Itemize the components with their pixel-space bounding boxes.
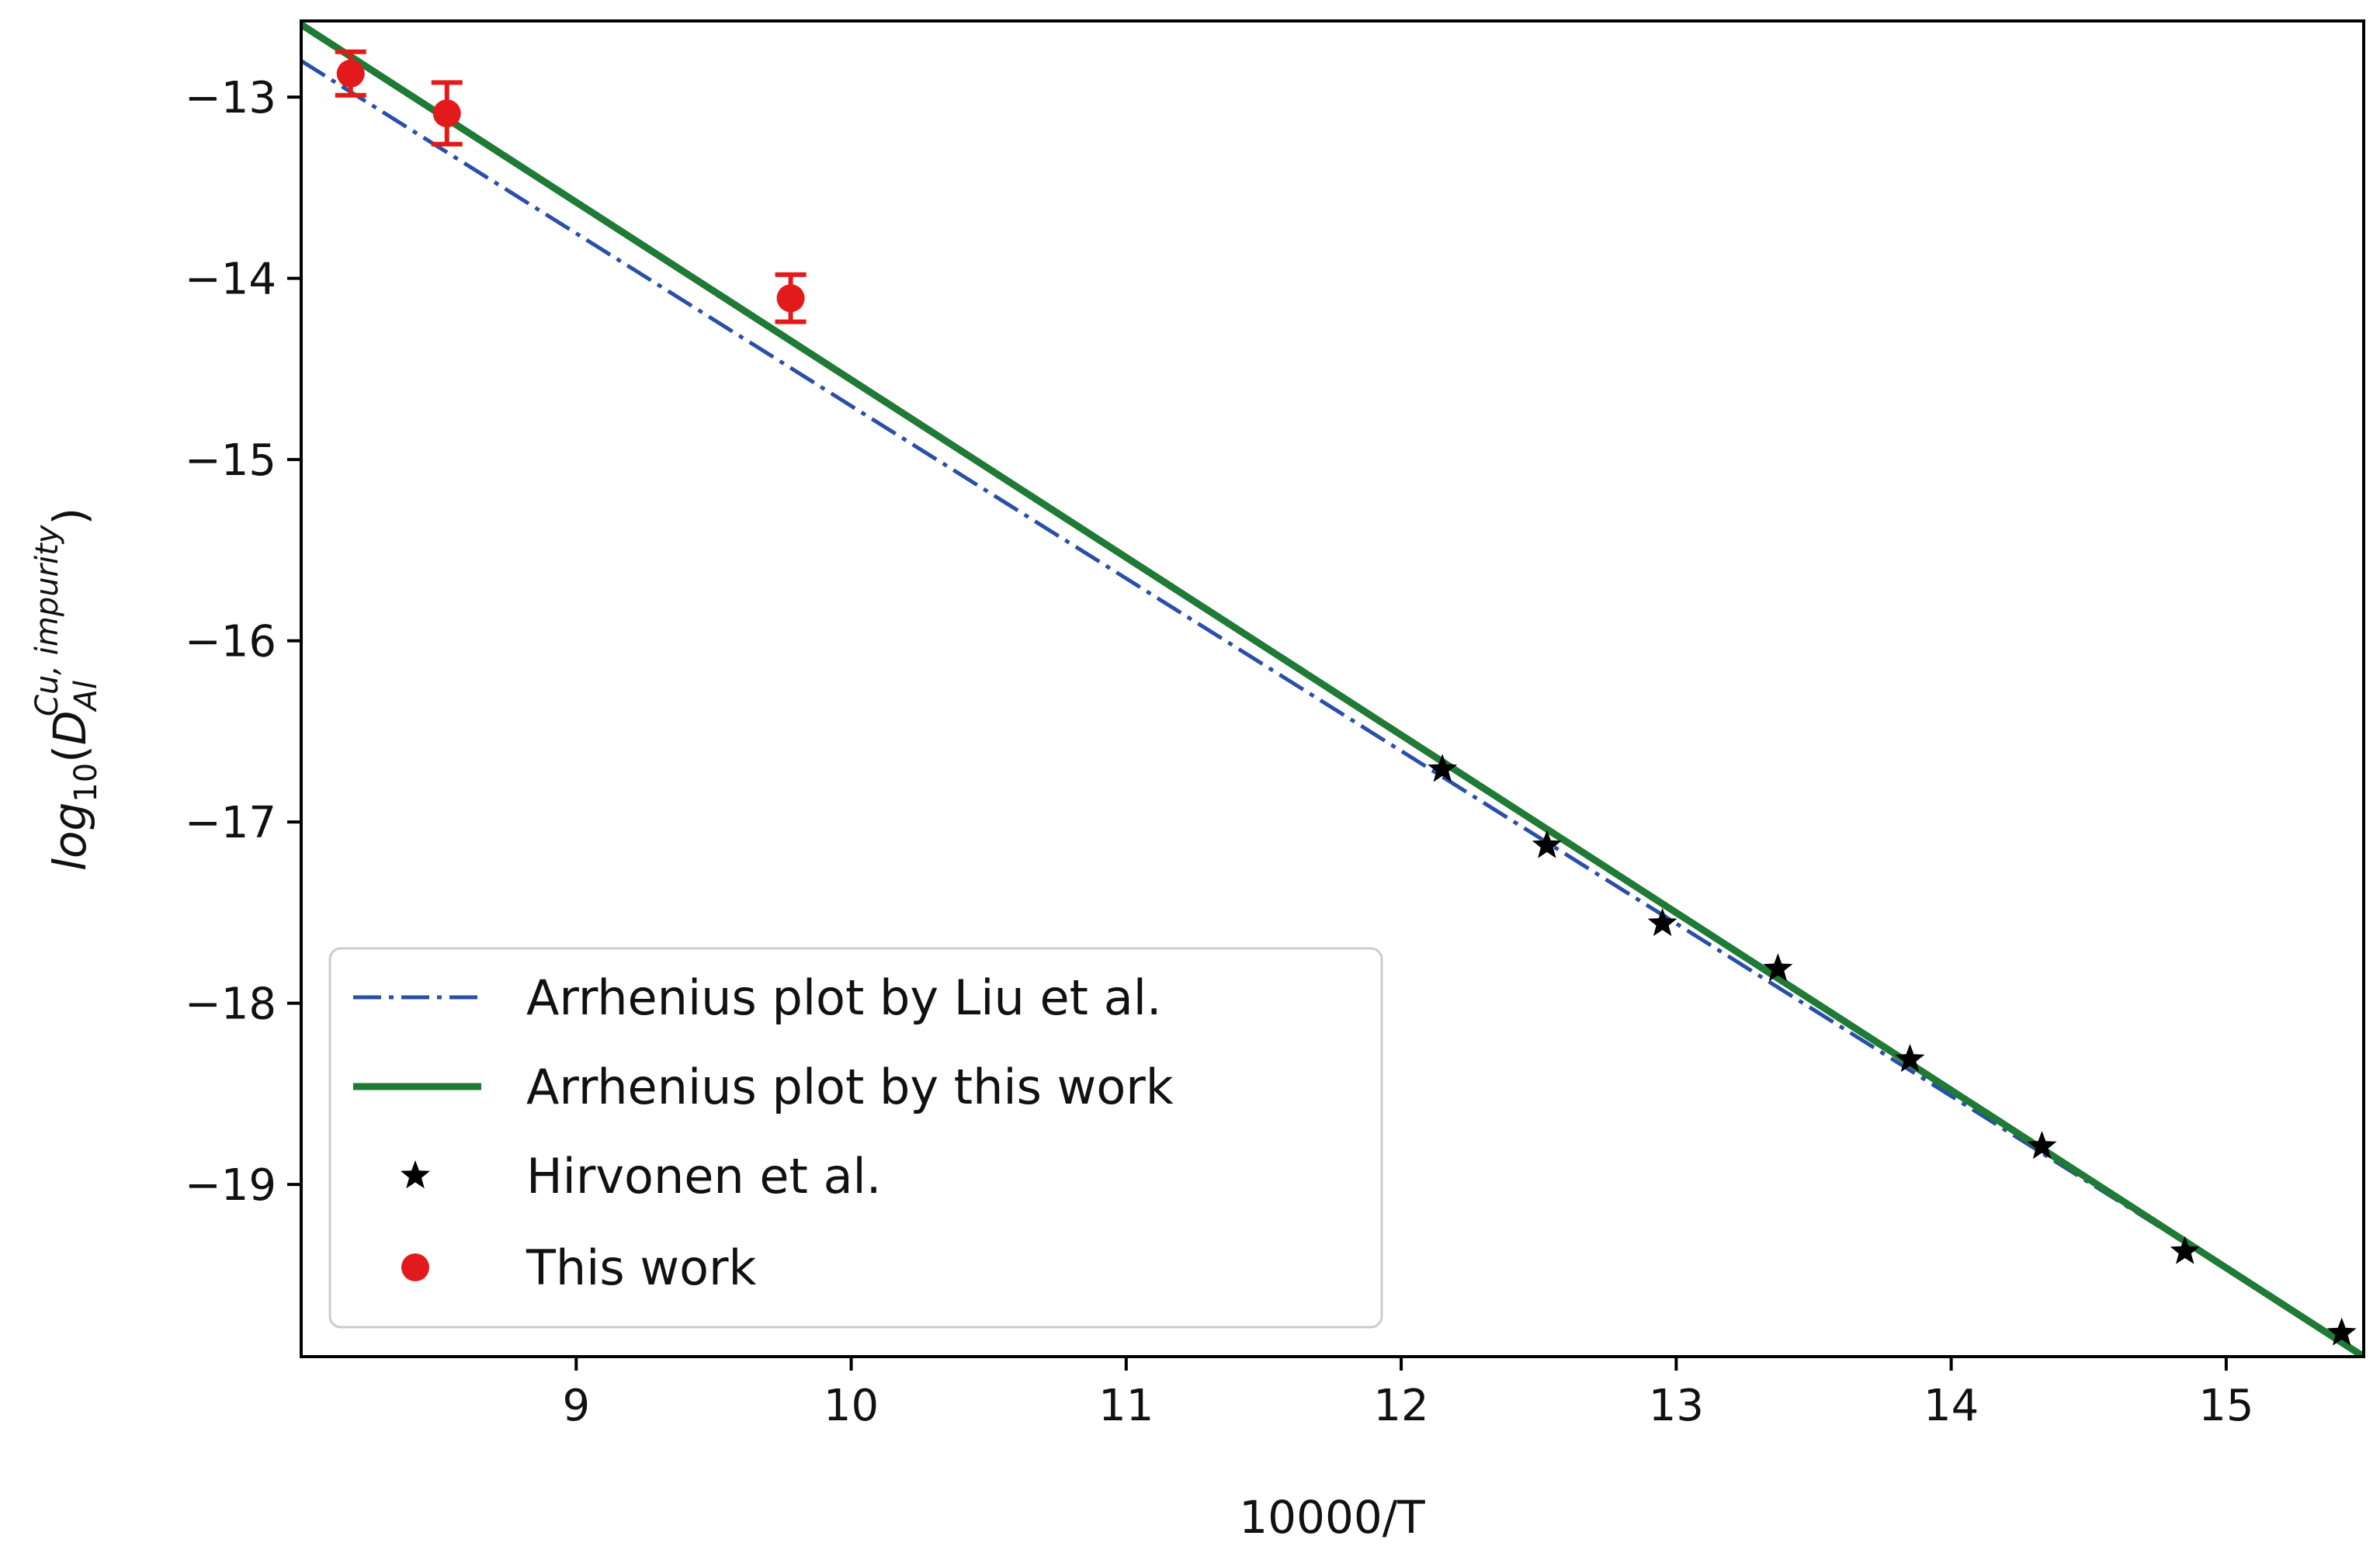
axis-layer: 9 10 11 12 13 14 15 −13 −14 −15 −16 −17 −18 −19 <box>185 73 2254 1431</box>
marker-layer <box>335 49 2357 1346</box>
legend-hirvonen-label: Hirvonen et al. <box>526 1148 882 1205</box>
x-tick-label: 11 <box>1098 1381 1154 1431</box>
plot-frame <box>300 19 2365 1358</box>
circle-point <box>432 99 461 128</box>
y-label-var: D <box>43 710 96 745</box>
circle-point <box>776 284 805 313</box>
series-line-1 <box>301 21 2364 1357</box>
y-tick-label: −16 <box>185 617 276 667</box>
star-point <box>1763 953 1793 982</box>
y-label-var-sub: Al <box>68 681 104 712</box>
x-tick-label: 14 <box>1924 1381 1979 1431</box>
y-tick-label: −14 <box>185 255 276 305</box>
x-tick-label: 13 <box>1649 1381 1704 1431</box>
y-label-log-sub: 10 <box>68 763 104 802</box>
x-tick-label: 10 <box>824 1381 879 1431</box>
legend-thiswork-line-label: Arrhenius plot by this work <box>526 1059 1174 1115</box>
y-label-var-sup: Cu, impurity <box>29 524 65 716</box>
y-label-close-paren: ) <box>43 508 96 525</box>
y-tick-label: −17 <box>185 798 276 848</box>
legend-liu-label: Arrhenius plot by Liu et al. <box>526 969 1162 1026</box>
series-layer <box>301 21 2364 1357</box>
star-point <box>2027 1131 2057 1160</box>
star-point <box>1895 1044 1925 1073</box>
legend-box <box>328 947 1383 1329</box>
star-point <box>1647 907 1677 937</box>
legend-thiswork-circle-icon <box>401 1253 429 1281</box>
x-axis-label: 10000/T <box>1239 1491 1425 1544</box>
star-point <box>1532 830 1562 858</box>
circle-point <box>336 59 365 88</box>
star-point <box>1428 754 1458 782</box>
star-point <box>2170 1236 2200 1264</box>
y-label-open-paren: ( <box>43 745 96 763</box>
x-tick-label: 12 <box>1373 1381 1428 1431</box>
x-tick-label: 15 <box>2198 1381 2253 1431</box>
series-line-0 <box>301 59 2364 1357</box>
y-tick-label: −13 <box>185 73 276 123</box>
y-tick-label: −15 <box>185 435 276 486</box>
y-tick-label: −19 <box>185 1160 276 1211</box>
x-tick-label: 9 <box>562 1381 590 1431</box>
y-label-log: log <box>43 802 96 871</box>
legend: Arrhenius plot by Liu et al. Arrhenius p… <box>328 947 1383 1329</box>
legend-hirvonen-star-icon <box>401 1160 430 1189</box>
y-axis-label: log10(DAlCu, impurity) <box>29 508 104 871</box>
y-tick-label: −18 <box>185 979 276 1030</box>
star-point <box>2326 1317 2357 1346</box>
legend-thiswork-points-label: This work <box>526 1239 757 1296</box>
